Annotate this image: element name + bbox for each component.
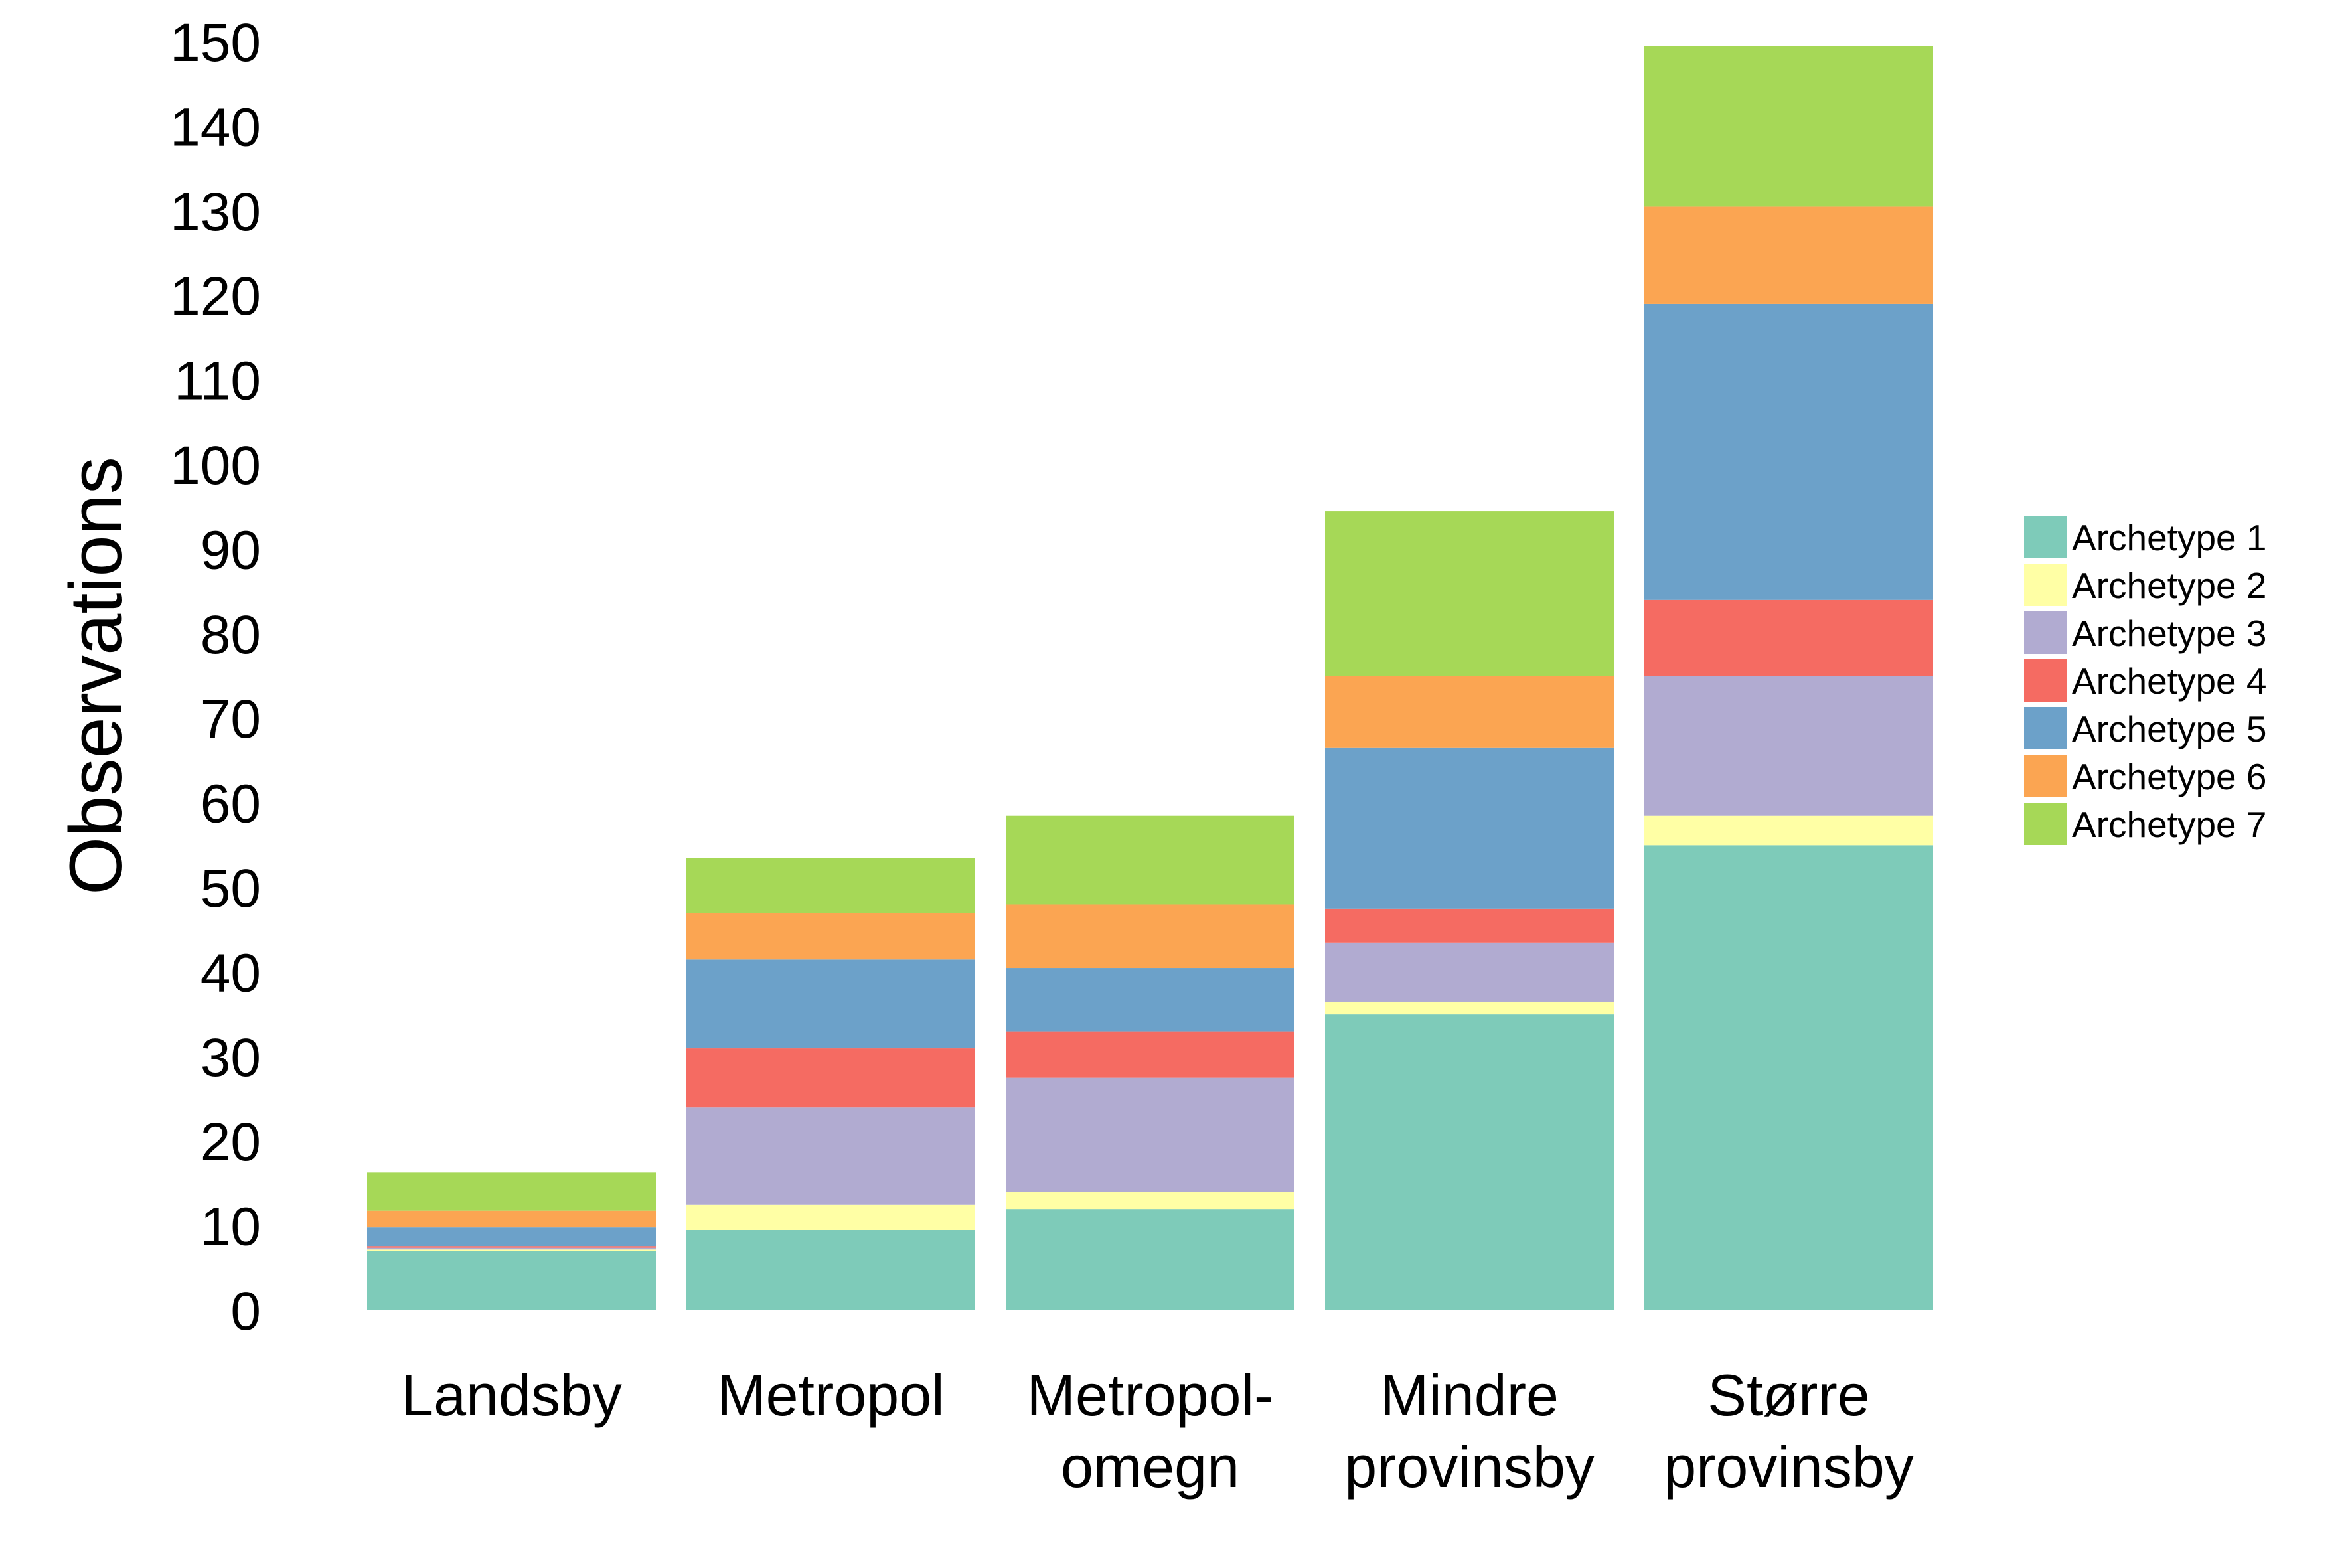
y-tick-label: 90: [200, 520, 261, 580]
x-tick-label: Landsby: [401, 1362, 622, 1428]
y-axis-ticks: 0 10 20 30 40 50 60 70 80 90 100 110 120 130 140 150: [170, 13, 261, 1342]
bar-segment-archetype-4: [1006, 1031, 1294, 1078]
bar-segment-archetype-5: [686, 959, 975, 1049]
bar-segment-archetype-1: [367, 1251, 656, 1310]
bar-segment-archetype-2: [367, 1249, 656, 1251]
y-tick-label: 100: [170, 435, 261, 496]
bar-segment-archetype-6: [1325, 676, 1614, 748]
y-tick-label: 60: [200, 774, 261, 834]
x-axis-ticks: Landsby Metropol Metropol-omegnMindreprovi…: [401, 1362, 1914, 1500]
y-axis-title-group: Observations: [54, 457, 137, 895]
x-tick-label: provinsby: [1664, 1434, 1914, 1500]
bar-segment-archetype-1: [686, 1229, 975, 1310]
y-tick-label: 80: [200, 605, 261, 665]
y-tick-label: 70: [200, 689, 261, 749]
bar-segment-archetype-1: [1644, 845, 1933, 1310]
bar-segment-archetype-2: [1644, 815, 1933, 846]
y-tick-label: 0: [230, 1281, 261, 1342]
bar-segment-archetype-2: [1006, 1192, 1294, 1210]
y-tick-label: 50: [200, 858, 261, 919]
x-tick-label: Mindre: [1380, 1362, 1559, 1428]
bar-segment-archetype-3: [1325, 942, 1614, 1002]
bar-segment-archetype-4: [1644, 599, 1933, 676]
y-tick-label: 130: [170, 182, 261, 242]
legend-swatch: [2024, 611, 2067, 654]
bar-segment-archetype-7: [1325, 511, 1614, 676]
legend-label: Archetype 6: [2072, 756, 2267, 797]
bar-segment-archetype-6: [686, 913, 975, 960]
bar-segment-archetype-5: [1644, 303, 1933, 600]
bar-segment-archetype-3: [367, 1247, 656, 1250]
bar-segment-archetype-6: [367, 1210, 656, 1228]
bar-segment-archetype-2: [686, 1204, 975, 1230]
legend-label: Archetype 3: [2072, 613, 2267, 654]
bar-segment-archetype-7: [1006, 815, 1294, 905]
y-tick-label: 30: [200, 1028, 261, 1088]
bar-stack: [1325, 511, 1614, 1310]
legend-swatch: [2024, 659, 2067, 702]
y-tick-label: 10: [200, 1197, 261, 1257]
y-tick-label: 110: [174, 351, 261, 412]
x-tick-label: Større: [1707, 1362, 1869, 1428]
bar-segment-archetype-5: [1006, 968, 1294, 1032]
bar-segment-archetype-7: [1644, 46, 1933, 207]
bar-segment-archetype-4: [686, 1048, 975, 1108]
y-tick-label: 150: [170, 13, 261, 73]
legend-swatch: [2024, 707, 2067, 749]
bar-stack: [1006, 815, 1294, 1310]
legend: Archetype 1 Archetype 2 Archetype 3 Archety…: [2024, 516, 2267, 845]
bar-segment-archetype-4: [1325, 908, 1614, 943]
bar-stack: [686, 858, 975, 1310]
bar-segment-archetype-4: [367, 1246, 656, 1248]
legend-label: Archetype 4: [2072, 661, 2267, 702]
y-tick-label: 140: [170, 97, 261, 157]
legend-swatch: [2024, 564, 2067, 606]
bar-segment-archetype-6: [1644, 206, 1933, 304]
y-tick-label: 20: [200, 1112, 261, 1172]
bar-segment-archetype-7: [367, 1172, 656, 1211]
bars: [367, 46, 1933, 1310]
bar-segment-archetype-3: [1644, 676, 1933, 816]
bar-segment-archetype-5: [367, 1227, 656, 1247]
y-tick-label: 120: [170, 266, 261, 327]
bar-stack: [1644, 46, 1933, 1310]
x-tick-label: Metropol: [717, 1362, 944, 1428]
x-tick-label: Metropol-: [1027, 1362, 1274, 1428]
bar-segment-archetype-3: [1006, 1077, 1294, 1192]
legend-label: Archetype 1: [2072, 517, 2267, 558]
x-tick-label: provinsby: [1344, 1434, 1595, 1500]
legend-swatch: [2024, 803, 2067, 845]
legend-swatch: [2024, 755, 2067, 797]
bar-segment-archetype-1: [1325, 1014, 1614, 1310]
legend-label: Archetype 2: [2072, 565, 2267, 606]
bar-segment-archetype-3: [686, 1107, 975, 1205]
legend-swatch: [2024, 516, 2067, 558]
y-axis-title: Observations: [54, 457, 137, 895]
bar-segment-archetype-5: [1325, 747, 1614, 909]
bar-segment-archetype-6: [1006, 904, 1294, 969]
bar-segment-archetype-2: [1325, 1001, 1614, 1015]
bar-segment-archetype-7: [686, 858, 975, 913]
legend-label: Archetype 5: [2072, 708, 2267, 749]
y-tick-label: 40: [200, 943, 261, 1003]
bar-segment-archetype-1: [1006, 1209, 1294, 1310]
legend-label: Archetype 7: [2072, 804, 2267, 845]
bar-stack: [367, 1172, 656, 1310]
x-tick-label: omegn: [1061, 1434, 1239, 1500]
